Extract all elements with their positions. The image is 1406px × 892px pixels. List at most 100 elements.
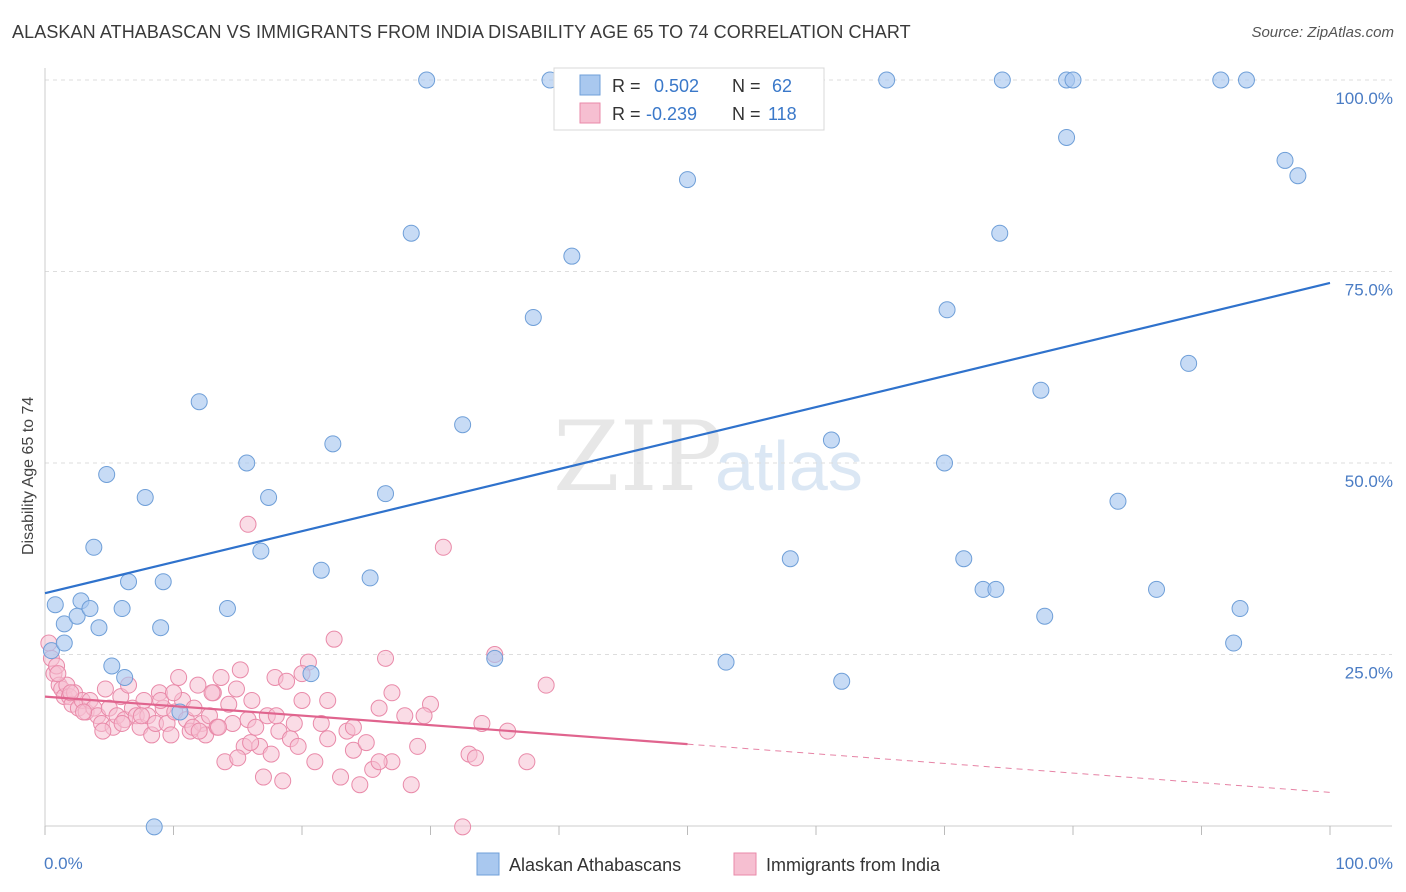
athabascan-point xyxy=(190,393,208,411)
chart-title: ALASKAN ATHABASCAN VS IMMIGRANTS FROM IN… xyxy=(12,22,911,42)
athabascan-point xyxy=(1276,151,1294,169)
athabascan-point xyxy=(81,600,99,618)
athabascan-point xyxy=(1148,580,1166,598)
india-point xyxy=(312,714,330,732)
athabascan-point xyxy=(822,431,840,449)
legend-r-value-2: -0.239 xyxy=(646,104,697,124)
athabascan-point xyxy=(563,247,581,265)
india-point xyxy=(351,776,369,794)
x-ticks xyxy=(44,826,1331,835)
athabascan-point xyxy=(55,615,73,633)
y-tick-label-100: 100.0% xyxy=(1335,89,1393,108)
source-note: Source: ZipAtlas.com xyxy=(1251,24,1394,41)
stats-legend: R = 0.502 N = 62 R = -0.239 N = 118 xyxy=(553,67,825,131)
legend-r-label-2: R = xyxy=(612,104,641,124)
india-point xyxy=(170,668,188,686)
india-point xyxy=(344,718,362,736)
india-point xyxy=(135,691,153,709)
athabascan-point xyxy=(361,569,379,587)
y-tick-labels: 25.0% 50.0% 75.0% 100.0% xyxy=(1335,89,1393,683)
athabascan-point xyxy=(679,171,696,189)
india-point xyxy=(49,665,67,683)
athabascan-point xyxy=(1212,71,1230,89)
legend-r-label-1: R = xyxy=(612,76,641,96)
legend-r-value-1: 0.502 xyxy=(654,76,699,96)
india-point xyxy=(344,741,362,759)
india-point xyxy=(518,753,536,771)
athabascan-point xyxy=(936,454,953,472)
india-point xyxy=(96,680,114,698)
athabascan-point xyxy=(524,308,542,326)
athabascan-point xyxy=(46,596,64,614)
athabascan-point xyxy=(938,301,956,319)
india-point xyxy=(220,695,238,713)
india-point xyxy=(289,737,307,755)
bottom-legend-label-1: Alaskan Athabascans xyxy=(509,855,681,875)
india-point xyxy=(189,676,207,694)
india-trend-line xyxy=(44,695,688,746)
india-point xyxy=(319,691,337,709)
bottom-legend-swatch-pink xyxy=(733,852,757,876)
watermark-atlas: atlas xyxy=(715,427,863,505)
y-tick-label-25: 25.0% xyxy=(1345,664,1393,683)
trend-lines xyxy=(44,281,1331,793)
india-point xyxy=(231,661,249,679)
athabascan-point xyxy=(1036,607,1054,625)
athabascan-point xyxy=(113,600,131,618)
athabascan-point xyxy=(252,542,270,560)
india-point xyxy=(370,753,388,771)
india-point xyxy=(243,691,261,709)
india-point xyxy=(293,691,311,709)
athabascan-point xyxy=(103,657,121,675)
athabascan-point xyxy=(90,619,108,637)
india-point xyxy=(332,768,350,786)
athabascan-point xyxy=(55,634,73,652)
athabascan-point xyxy=(987,580,1005,598)
series-athabascan-points xyxy=(42,71,1307,836)
athabascan-point xyxy=(85,538,103,556)
y-tick-label-50: 50.0% xyxy=(1345,472,1393,491)
athabascan-point xyxy=(377,485,395,503)
athabascan-point xyxy=(1237,71,1255,89)
athabascan-point xyxy=(312,561,330,579)
athabascan-point xyxy=(1109,492,1127,510)
india-point xyxy=(396,707,414,725)
india-point xyxy=(325,630,343,648)
india-point xyxy=(162,726,180,744)
athabascan-point xyxy=(218,600,236,618)
athabascan-point xyxy=(1225,634,1243,652)
athabascan-point xyxy=(238,454,256,472)
athabascan-point xyxy=(116,668,134,686)
athabascan-trend-line xyxy=(44,281,1331,595)
india-point xyxy=(274,772,292,790)
india-trend-line-extension xyxy=(687,743,1331,793)
athabascan-point xyxy=(1064,71,1082,89)
india-point xyxy=(415,707,433,725)
legend-n-value-1: 62 xyxy=(772,76,792,96)
athabascan-point xyxy=(120,573,138,591)
y-axis-title: Disability Age 65 to 74 xyxy=(20,397,37,555)
athabascan-point xyxy=(1231,600,1249,618)
athabascan-point xyxy=(486,649,504,667)
legend-n-value-2: 118 xyxy=(768,104,797,124)
series-legend: Alaskan Athabascans Immigrants from Indi… xyxy=(476,852,941,876)
athabascan-point xyxy=(98,465,116,483)
gridlines xyxy=(45,79,1392,655)
athabascan-point xyxy=(878,71,896,89)
athabascan-point xyxy=(955,550,973,568)
athabascan-point xyxy=(781,550,799,568)
india-point xyxy=(473,714,491,732)
athabascan-point xyxy=(152,619,170,637)
athabascan-point xyxy=(154,573,172,591)
athabascan-point xyxy=(993,71,1011,89)
athabascan-point xyxy=(136,488,154,506)
india-point xyxy=(377,649,395,667)
india-point xyxy=(434,538,452,556)
india-point xyxy=(224,714,242,732)
legend-n-label-1: N = xyxy=(732,76,761,96)
athabascan-point xyxy=(145,818,163,836)
athabascan-point xyxy=(717,653,735,671)
watermark-zip: ZIP xyxy=(553,401,722,513)
india-point xyxy=(357,734,375,752)
athabascan-point xyxy=(1180,354,1198,372)
